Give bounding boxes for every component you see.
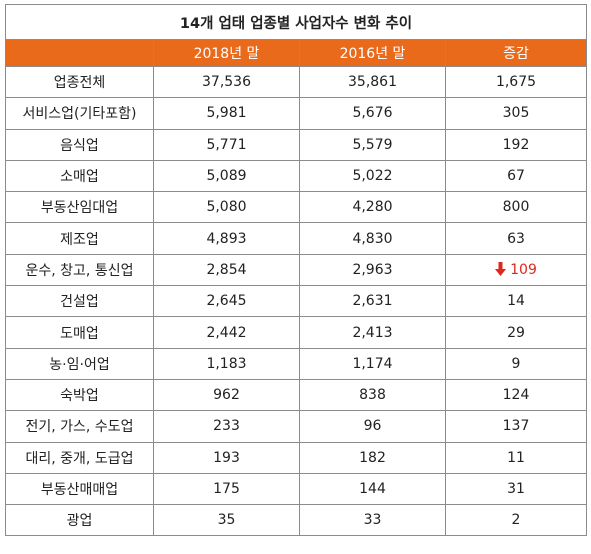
value-2018-cell: 4,893 xyxy=(153,222,300,255)
category-cell: 숙박업 xyxy=(5,378,154,412)
value-2016-cell: 4,280 xyxy=(299,191,446,224)
category-cell: 운수, 창고, 통신업 xyxy=(5,253,154,287)
category-cell: 전기, 가스, 수도업 xyxy=(5,410,154,443)
value-2018-cell: 2,854 xyxy=(153,253,300,287)
table-frame: 14개 업태 업종별 사업자수 변화 추이 2018년 말 2016년 말 증감… xyxy=(5,4,587,549)
value-2018-cell: 5,089 xyxy=(153,159,300,193)
table-header-row: 2018년 말 2016년 말 증감 xyxy=(5,39,587,67)
value-2018-cell: 37,536 xyxy=(153,65,300,99)
change-cell: 11 xyxy=(445,441,587,474)
value-2016-cell: 1,174 xyxy=(299,347,446,380)
table-row: 부동산매매업 175 144 31 xyxy=(5,472,587,506)
table-row: 전기, 가스, 수도업 233 96 137 xyxy=(5,410,587,443)
value-2018-cell: 2,645 xyxy=(153,285,300,318)
value-2016-cell: 35,861 xyxy=(299,65,446,99)
value-2018-cell: 2,442 xyxy=(153,316,300,349)
table-row: 농·임·어업 1,183 1,174 9 xyxy=(5,347,587,380)
table-row: 건설업 2,645 2,631 14 xyxy=(5,285,587,318)
table-row: 도매업 2,442 2,413 29 xyxy=(5,316,587,349)
category-cell: 음식업 xyxy=(5,128,154,161)
table-row: 음식업 5,771 5,579 192 xyxy=(5,128,587,161)
value-2016-cell: 96 xyxy=(299,410,446,443)
change-cell: 31 xyxy=(445,472,587,506)
category-cell: 소매업 xyxy=(5,159,154,193)
change-cell: 63 xyxy=(445,222,587,255)
value-2018-cell: 962 xyxy=(153,378,300,412)
change-cell: 67 xyxy=(445,159,587,193)
value-2016-cell: 2,413 xyxy=(299,316,446,349)
table-row: 광업 35 33 2 xyxy=(5,504,587,537)
table-row: 업종전체 37,536 35,861 1,675 xyxy=(5,65,587,99)
value-2016-cell: 2,963 xyxy=(299,253,446,287)
value-2016-cell: 4,830 xyxy=(299,222,446,255)
change-cell: 1,675 xyxy=(445,65,587,99)
value-2016-cell: 5,022 xyxy=(299,159,446,193)
value-2016-cell: 144 xyxy=(299,472,446,506)
value-2018-cell: 5,981 xyxy=(153,97,300,130)
value-2016-cell: 33 xyxy=(299,504,446,537)
header-change: 증감 xyxy=(445,39,587,67)
change-cell: 192 xyxy=(445,128,587,161)
category-cell: 도매업 xyxy=(5,316,154,349)
value-2016-cell: 2,631 xyxy=(299,285,446,318)
change-cell: 2 xyxy=(445,504,587,537)
value-2018-cell: 35 xyxy=(153,504,300,537)
table-row: 서비스업(기타포함) 5,981 5,676 305 xyxy=(5,97,587,130)
category-cell: 서비스업(기타포함) xyxy=(5,97,154,130)
category-cell: 광업 xyxy=(5,504,154,537)
value-2016-cell: 5,676 xyxy=(299,97,446,130)
value-2016-cell: 5,579 xyxy=(299,128,446,161)
category-cell: 부동산임대업 xyxy=(5,191,154,224)
change-cell: 124 xyxy=(445,378,587,412)
value-2018-cell: 193 xyxy=(153,441,300,474)
change-cell: 14 xyxy=(445,285,587,318)
value-2018-cell: 1,183 xyxy=(153,347,300,380)
header-2018: 2018년 말 xyxy=(153,39,300,67)
table-row: 소매업 5,089 5,022 67 xyxy=(5,159,587,193)
table-title: 14개 업태 업종별 사업자수 변화 추이 xyxy=(5,4,587,40)
table-title-row: 14개 업태 업종별 사업자수 변화 추이 xyxy=(5,4,587,40)
change-cell: 800 xyxy=(445,191,587,224)
value-2018-cell: 5,080 xyxy=(153,191,300,224)
category-cell: 건설업 xyxy=(5,285,154,318)
table-row: 운수, 창고, 통신업 2,854 2,963 109 xyxy=(5,253,587,287)
business-count-table: 14개 업태 업종별 사업자수 변화 추이 2018년 말 2016년 말 증감… xyxy=(5,4,587,537)
change-cell: 137 xyxy=(445,410,587,443)
change-cell: 29 xyxy=(445,316,587,349)
change-cell: 9 xyxy=(445,347,587,380)
table-row: 제조업 4,893 4,830 63 xyxy=(5,222,587,255)
value-2018-cell: 233 xyxy=(153,410,300,443)
category-cell: 제조업 xyxy=(5,222,154,255)
value-2018-cell: 175 xyxy=(153,472,300,506)
table-row: 숙박업 962 838 124 xyxy=(5,378,587,412)
value-2016-cell: 838 xyxy=(299,378,446,412)
change-cell: 109 xyxy=(445,253,587,287)
header-category xyxy=(5,39,154,67)
header-2016: 2016년 말 xyxy=(299,39,446,67)
value-2018-cell: 5,771 xyxy=(153,128,300,161)
category-cell: 농·임·어업 xyxy=(5,347,154,380)
change-cell: 305 xyxy=(445,97,587,130)
change-value: 109 xyxy=(510,261,537,278)
table-row: 부동산임대업 5,080 4,280 800 xyxy=(5,191,587,224)
category-cell: 업종전체 xyxy=(5,65,154,99)
table-body: 업종전체 37,536 35,861 1,675 서비스업(기타포함) 5,981 5,67… xyxy=(5,65,587,537)
category-cell: 부동산매매업 xyxy=(5,472,154,506)
category-cell: 대리, 중개, 도급업 xyxy=(5,441,154,474)
table-row: 대리, 중개, 도급업 193 182 11 xyxy=(5,441,587,474)
down-arrow-icon xyxy=(495,261,507,276)
value-2016-cell: 182 xyxy=(299,441,446,474)
